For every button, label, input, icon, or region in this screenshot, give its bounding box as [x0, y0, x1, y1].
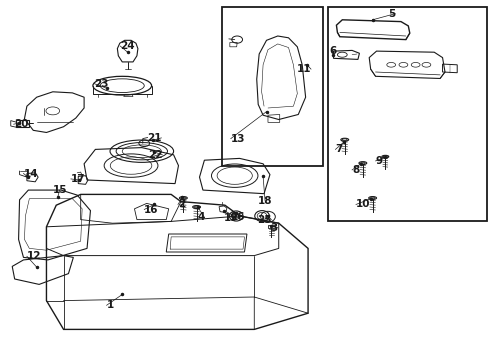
Text: 8: 8 — [351, 165, 359, 175]
Text: 24: 24 — [120, 41, 135, 51]
Bar — [222, 7, 322, 166]
Text: 4: 4 — [197, 212, 204, 222]
Text: 26: 26 — [229, 212, 244, 222]
Text: 21: 21 — [146, 133, 161, 143]
Text: 15: 15 — [52, 185, 67, 195]
Text: 19: 19 — [224, 213, 238, 223]
Text: 1: 1 — [106, 300, 114, 310]
Text: 9: 9 — [375, 156, 382, 166]
Text: 10: 10 — [355, 199, 370, 210]
Text: 7: 7 — [335, 144, 342, 154]
Text: 17: 17 — [71, 174, 85, 184]
Text: 2: 2 — [178, 199, 185, 210]
Text: 14: 14 — [23, 168, 38, 179]
Text: 11: 11 — [296, 64, 310, 74]
Text: 20: 20 — [14, 119, 28, 129]
Text: 13: 13 — [230, 134, 245, 144]
Text: 12: 12 — [27, 251, 41, 261]
Text: 23: 23 — [94, 78, 108, 89]
Text: 25: 25 — [256, 215, 271, 225]
Text: 3: 3 — [270, 222, 277, 233]
Text: 5: 5 — [387, 9, 394, 19]
Text: 22: 22 — [147, 150, 162, 160]
Text: 6: 6 — [328, 46, 335, 56]
Text: 18: 18 — [257, 195, 272, 206]
Bar — [327, 7, 486, 221]
Text: 16: 16 — [144, 204, 159, 215]
